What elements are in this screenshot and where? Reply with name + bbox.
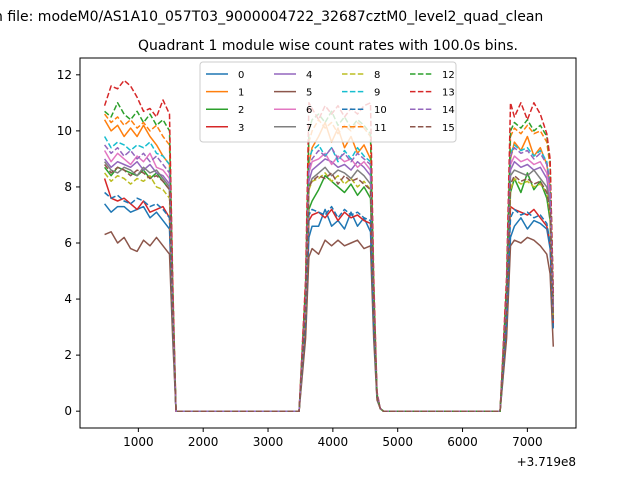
- y-tick-label: 4: [64, 292, 72, 306]
- y-tick-label: 2: [64, 348, 72, 362]
- x-tick-label: 2000: [188, 435, 219, 449]
- plot-frame: [79, 57, 577, 429]
- legend-label-0: 0: [238, 70, 244, 81]
- legend-label-12: 12: [442, 70, 455, 81]
- legend-label-4: 4: [306, 70, 312, 81]
- legend-label-7: 7: [306, 123, 312, 134]
- x-tick-label: 4000: [318, 435, 349, 449]
- y-tick-label: 8: [64, 180, 72, 194]
- x-tick-label: 1000: [123, 435, 154, 449]
- legend-label-15: 15: [442, 123, 455, 134]
- legend-label-13: 13: [442, 88, 455, 99]
- x-tick-label: 6000: [447, 435, 478, 449]
- legend-label-6: 6: [306, 105, 312, 116]
- legend-label-5: 5: [306, 88, 312, 99]
- legend-box: [199, 61, 457, 143]
- legend-label-9: 9: [374, 88, 380, 99]
- chart-title: Quadrant 1 module wise count rates with …: [138, 38, 518, 54]
- series-line-15: [104, 164, 555, 412]
- legend-label-14: 14: [442, 105, 455, 116]
- y-tick-label: 10: [57, 124, 72, 138]
- legend-label-8: 8: [374, 70, 380, 81]
- legend-label-10: 10: [374, 105, 387, 116]
- x-tick-label: 5000: [382, 435, 413, 449]
- x-offset-label: +3.719e8: [517, 455, 576, 469]
- series-layer: [103, 79, 555, 412]
- legend-label-1: 1: [238, 88, 244, 99]
- y-tick-label: 6: [64, 236, 72, 250]
- y-tick-label: 12: [57, 68, 72, 82]
- x-tick-label: 7000: [512, 435, 543, 449]
- y-tick-label: 0: [64, 404, 72, 418]
- legend-label-11: 11: [374, 123, 387, 134]
- legend-label-2: 2: [238, 105, 244, 116]
- figure-suptitle: n file: modeM0/AS1A10_057T03_9000004722_…: [0, 9, 543, 25]
- x-tick-label: 3000: [253, 435, 284, 449]
- legend-label-3: 3: [238, 123, 244, 134]
